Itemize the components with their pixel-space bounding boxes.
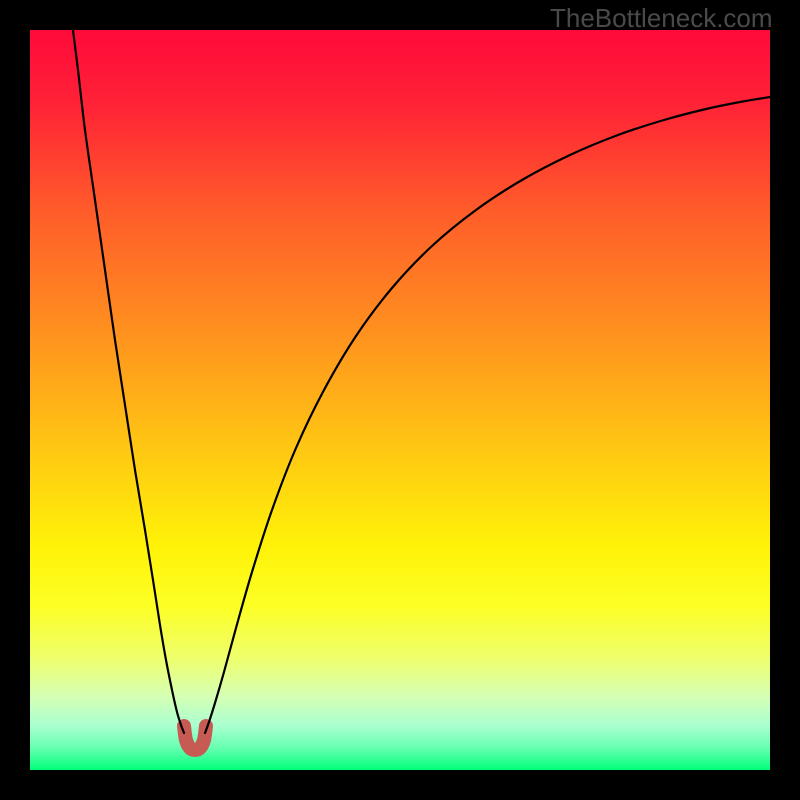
chart-root: TheBottleneck.com (0, 0, 800, 800)
watermark-text: TheBottleneck.com (550, 3, 773, 34)
chart-svg (0, 0, 800, 800)
plot-area (30, 30, 770, 770)
